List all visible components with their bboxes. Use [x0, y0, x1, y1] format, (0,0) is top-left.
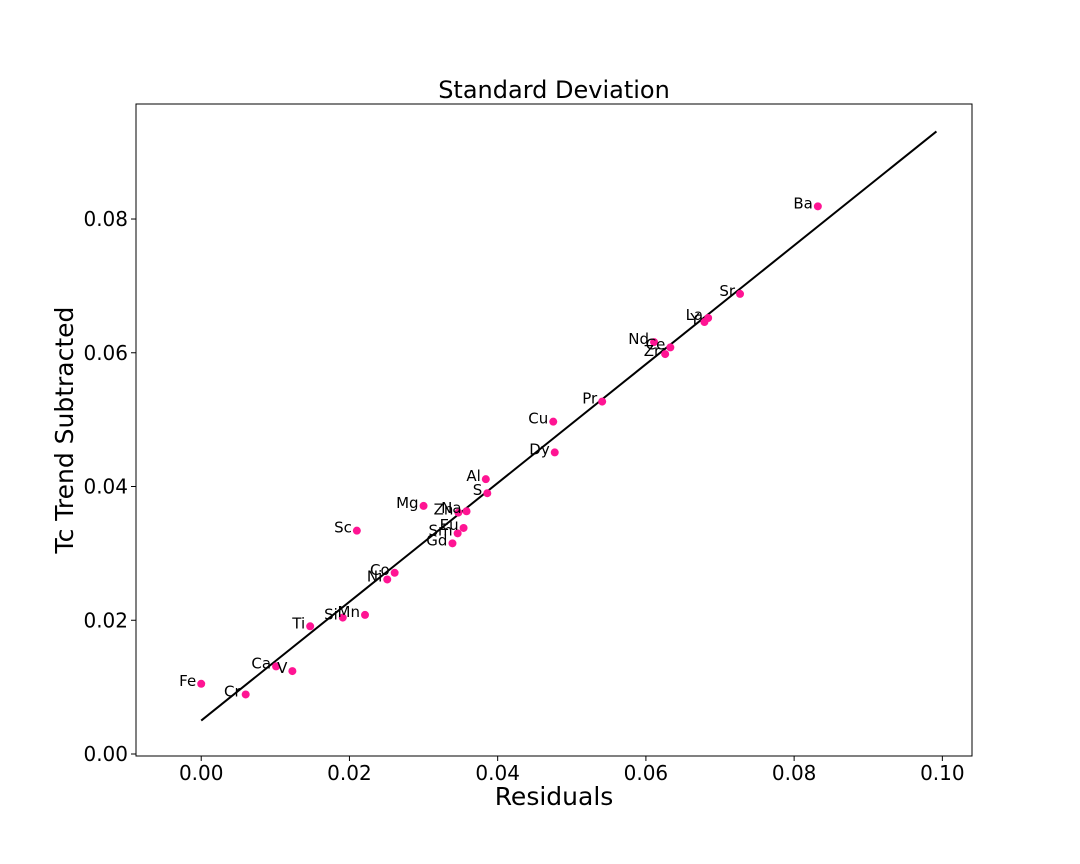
- data-point-y: [700, 318, 709, 327]
- fit-line-layer: [200, 130, 938, 722]
- point-label-si: Si: [324, 606, 338, 624]
- data-point-nd: [650, 338, 659, 347]
- data-point-na: [462, 507, 471, 516]
- point-label-eu: Eu: [440, 516, 459, 534]
- x-tick-label: 0.10: [920, 761, 965, 785]
- point-label-sr: Sr: [719, 282, 736, 300]
- data-point-co: [390, 568, 399, 577]
- point-label-ce: Ce: [646, 335, 666, 353]
- point-label-y: Y: [689, 310, 700, 328]
- x-axis-label: Residuals: [495, 782, 614, 811]
- data-point-sm: [453, 529, 462, 538]
- point-label-ba: Ba: [793, 194, 812, 212]
- x-tick-label: 0.04: [475, 761, 520, 785]
- plot-frame: [135, 103, 973, 757]
- data-point-si: [338, 613, 347, 622]
- data-point-mn: [361, 610, 370, 619]
- y-tick-label: 0.00: [83, 742, 128, 766]
- data-point-v: [288, 667, 297, 676]
- point-label-al: Al: [466, 467, 480, 485]
- data-point-ca: [272, 662, 281, 671]
- data-point-fe: [197, 679, 206, 688]
- x-tick-label: 0.06: [624, 761, 669, 785]
- y-tick-label: 0.02: [83, 608, 128, 632]
- data-point-zn: [454, 508, 463, 517]
- y-tick-label: 0.08: [83, 207, 128, 231]
- point-label-ca: Ca: [251, 654, 271, 672]
- y-tick-label: 0.04: [83, 475, 128, 499]
- point-label-pr: Pr: [582, 390, 598, 408]
- point-label-fe: Fe: [179, 672, 196, 690]
- data-point-zr: [661, 350, 670, 359]
- data-point-pr: [598, 397, 607, 406]
- data-point-dy: [550, 448, 559, 457]
- point-label-sm: Sm: [429, 521, 453, 539]
- point-label-cu: Cu: [528, 410, 548, 428]
- data-point-cr: [241, 690, 250, 699]
- data-point-gd: [448, 539, 457, 548]
- data-point-mg: [419, 501, 428, 510]
- data-point-ni: [383, 575, 392, 584]
- point-label-v: V: [277, 659, 288, 677]
- point-label-na: Na: [441, 499, 461, 517]
- point-label-nd: Nd: [628, 330, 649, 348]
- data-point-cu: [549, 417, 558, 426]
- point-label-s: S: [473, 481, 483, 499]
- point-label-zn: Zn: [434, 501, 454, 519]
- data-point-eu: [459, 523, 468, 532]
- point-label-cr: Cr: [224, 682, 241, 700]
- point-label-mg: Mg: [396, 494, 418, 512]
- fit-line: [200, 130, 938, 722]
- y-axis: 0.00 0.02 0.04 0.06 0.08: [83, 207, 136, 766]
- x-axis: 0.00 0.02 0.04 0.06 0.08 0.10: [179, 756, 965, 785]
- point-label-la: La: [686, 306, 704, 324]
- point-label-mn: Mn: [338, 603, 360, 621]
- y-axis-label: Tc Trend Subtracted: [50, 307, 79, 555]
- point-label-sc: Sc: [334, 519, 352, 537]
- data-point-ba: [813, 202, 822, 211]
- points-layer: [197, 202, 822, 699]
- chart-title: Standard Deviation: [438, 76, 670, 104]
- point-label-co: Co: [370, 561, 390, 579]
- point-label-ni: Ni: [367, 567, 382, 585]
- data-point-sr: [736, 289, 745, 298]
- data-point-ce: [666, 343, 675, 352]
- y-tick-label: 0.06: [83, 341, 128, 365]
- point-label-gd: Gd: [426, 531, 447, 549]
- x-tick-label: 0.02: [327, 761, 372, 785]
- point-label-zr: Zr: [644, 342, 661, 360]
- point-label-ti: Ti: [291, 614, 305, 632]
- point-label-dy: Dy: [529, 440, 550, 458]
- x-tick-label: 0.00: [179, 761, 224, 785]
- data-point-ti: [306, 622, 315, 631]
- x-tick-label: 0.08: [772, 761, 817, 785]
- data-point-sc: [352, 526, 361, 535]
- data-point-al: [481, 475, 490, 484]
- data-point-s: [483, 489, 492, 498]
